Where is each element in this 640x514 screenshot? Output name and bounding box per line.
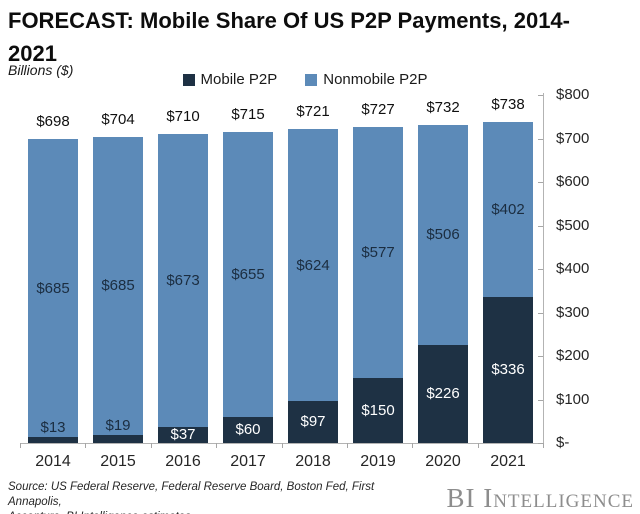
y-axis-label: $500 — [556, 216, 590, 234]
total-label-2019: $727 — [361, 100, 395, 118]
value-label-mobile-2015: $19 — [105, 416, 131, 434]
x-axis-tick — [477, 443, 479, 448]
total-label-2014: $698 — [36, 113, 70, 131]
bar-segment-mobile-2014 — [28, 437, 78, 443]
y-axis-tick — [538, 399, 543, 401]
x-axis-tick — [281, 443, 283, 448]
y-axis-tick — [538, 356, 543, 357]
y-axis-tick — [538, 443, 543, 444]
y-axis-label: $400 — [556, 260, 590, 277]
value-label-mobile-2016: $37 — [170, 426, 196, 444]
bar-segment-mobile-2020: $226 — [418, 344, 468, 443]
bar-segment-nonmobile-2018: $624 — [288, 129, 338, 401]
value-label-mobile-2018: $97 — [300, 413, 326, 431]
y-axis-label: $300 — [556, 303, 590, 321]
x-axis-category-2016: 2016 — [165, 453, 201, 470]
y-axis-tick — [538, 95, 543, 96]
source-line-2: Accenture, BI Intelligence estimates — [8, 511, 191, 514]
bar-segment-mobile-2021: $336 — [483, 296, 533, 443]
y-axis-label: $200 — [556, 347, 590, 364]
legend-label-nonmobile: Nonmobile P2P — [323, 71, 428, 88]
value-label-mobile-2020: $226 — [426, 385, 460, 403]
value-label-mobile-2014: $13 — [40, 419, 66, 437]
y-axis-label: $700 — [556, 129, 590, 147]
chart-subtitle: Billions ($) — [8, 62, 74, 78]
bar-segment-nonmobile-2020: $506 — [418, 124, 468, 345]
bar-segment-nonmobile-2016: $673 — [158, 134, 208, 427]
legend-swatch-mobile-icon — [182, 73, 195, 86]
total-label-2017: $715 — [231, 105, 265, 123]
legend-item-nonmobile: Nonmobile P2P — [305, 71, 427, 88]
bar-segment-nonmobile-2014: $685 — [28, 139, 78, 438]
value-label-nonmobile-2017: $655 — [231, 265, 265, 283]
total-label-2020: $732 — [426, 98, 460, 116]
chart-title: FORECAST: Mobile Share Of US P2P Payment… — [8, 8, 570, 66]
source-line-1: Source: US Federal Reserve, Federal Rese… — [8, 481, 375, 508]
bar-segment-mobile-2016: $37 — [158, 426, 208, 444]
bar-segment-nonmobile-2019: $577 — [353, 126, 403, 378]
x-axis-category-2019: 2019 — [360, 453, 396, 470]
x-axis-category-2014: 2014 — [35, 453, 71, 470]
value-label-nonmobile-2016: $673 — [166, 272, 200, 290]
total-label-2016: $710 — [166, 108, 200, 126]
legend-item-mobile: Mobile P2P — [182, 71, 278, 88]
value-label-nonmobile-2014: $685 — [36, 279, 70, 297]
bar-segment-mobile-2018: $97 — [288, 400, 338, 443]
x-axis-tick — [85, 443, 87, 448]
x-axis-category-2015: 2015 — [100, 453, 136, 470]
value-label-nonmobile-2021: $402 — [491, 200, 525, 218]
y-axis-tick — [538, 269, 543, 270]
x-axis-tick — [543, 443, 544, 448]
bi-intelligence-logo: BI Intelligence — [446, 483, 634, 513]
value-label-nonmobile-2015: $685 — [101, 277, 135, 295]
y-axis-label: $100 — [556, 390, 590, 408]
x-axis-category-2021: 2021 — [490, 453, 526, 470]
value-label-mobile-2021: $336 — [491, 361, 525, 379]
x-axis-category-2020: 2020 — [425, 453, 461, 470]
y-axis-line — [543, 93, 544, 444]
y-axis-tick — [538, 225, 543, 227]
bar-segment-mobile-2017: $60 — [223, 416, 273, 443]
source-note: Source: US Federal Reserve, Federal Rese… — [8, 480, 428, 514]
legend: Mobile P2P Nonmobile P2P — [0, 71, 610, 88]
y-axis-label: $- — [556, 434, 570, 451]
y-axis-tick — [538, 138, 543, 140]
y-axis-label: $800 — [556, 86, 590, 103]
value-label-nonmobile-2019: $577 — [361, 243, 395, 261]
total-label-2018: $721 — [296, 103, 330, 121]
bar-segment-nonmobile-2017: $655 — [223, 131, 273, 417]
bar-segment-mobile-2015 — [93, 434, 143, 443]
x-axis-tick — [412, 443, 414, 448]
value-label-mobile-2017: $60 — [235, 421, 261, 439]
bar-segment-nonmobile-2021: $402 — [483, 121, 533, 297]
x-axis-tick — [20, 443, 21, 448]
total-label-2015: $704 — [101, 110, 135, 128]
value-label-mobile-2019: $150 — [361, 401, 395, 419]
y-axis-label: $600 — [556, 173, 590, 190]
total-label-2021: $738 — [491, 95, 525, 113]
y-axis-tick — [538, 312, 543, 314]
legend-label-mobile: Mobile P2P — [200, 71, 278, 88]
value-label-nonmobile-2018: $624 — [296, 256, 330, 274]
bar-segment-nonmobile-2015: $685 — [93, 136, 143, 435]
x-axis-tick — [216, 443, 218, 448]
x-axis-category-2017: 2017 — [230, 453, 266, 470]
legend-swatch-nonmobile-icon — [305, 73, 318, 86]
y-axis-tick — [538, 182, 543, 183]
x-axis-tick — [150, 443, 152, 448]
x-axis-category-2018: 2018 — [295, 453, 331, 470]
value-label-nonmobile-2020: $506 — [426, 226, 460, 244]
bar-segment-mobile-2019: $150 — [353, 377, 403, 443]
x-axis-tick — [346, 443, 348, 448]
